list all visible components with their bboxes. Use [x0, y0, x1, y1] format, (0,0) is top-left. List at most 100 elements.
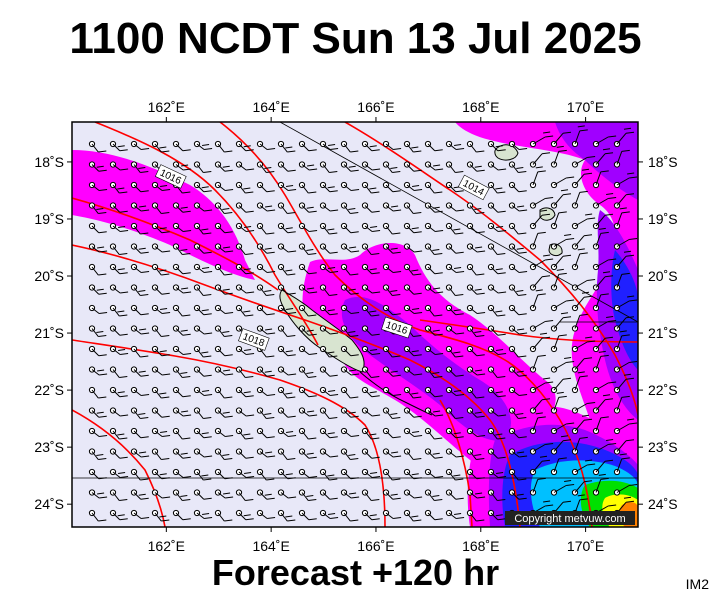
wind-barb [592, 316, 617, 332]
wind-barb [88, 161, 107, 172]
wind-barb [571, 371, 588, 394]
wind-barb [277, 407, 296, 418]
copyright-box [505, 511, 635, 525]
wind-barb [466, 222, 485, 234]
lat-label-right: 24˚S [648, 496, 678, 512]
wind-barb [424, 222, 444, 232]
wind-barb [340, 284, 359, 295]
wind-barb [487, 181, 506, 194]
wind-barb [340, 222, 359, 234]
wind-barb [466, 202, 485, 215]
wind-barb [109, 325, 128, 336]
wind-barb [403, 509, 422, 522]
wind-barb [277, 222, 296, 234]
wind-barb [235, 386, 254, 398]
wind-barb [319, 407, 338, 420]
wind-barb [592, 473, 609, 496]
wind-barb [214, 304, 234, 314]
wind-barb [340, 489, 360, 499]
wind-barb [109, 386, 128, 398]
wind-barb [88, 509, 107, 522]
wind-barb [319, 243, 338, 254]
wind-barb [151, 181, 171, 191]
wind-barb [130, 263, 150, 273]
wind-barb [172, 284, 192, 294]
wind-barb [214, 366, 234, 376]
wind-barb [88, 345, 107, 357]
wind-barb [361, 489, 380, 502]
wind-barb [235, 202, 254, 213]
wind-barb [298, 243, 317, 256]
wind-barb [361, 222, 381, 232]
lat-label-left: 23˚S [34, 439, 64, 455]
wind-barb [361, 202, 380, 213]
wind-barb [550, 435, 572, 455]
wind-barb [109, 243, 128, 256]
wind-barb [403, 161, 422, 172]
wind-barb [256, 386, 276, 396]
wind-barb [529, 131, 554, 148]
wind-barb [214, 448, 233, 461]
wind-barb [424, 140, 443, 152]
wind-barb [424, 325, 443, 336]
wind-barb [88, 284, 107, 295]
wind-barb [235, 140, 254, 152]
wind-barb [235, 509, 254, 521]
wind-barb [487, 386, 506, 398]
wind-barb [214, 468, 233, 480]
wind-barb [382, 489, 401, 500]
wind-barb [487, 284, 507, 294]
wind-barb [109, 427, 128, 440]
wind-barb [172, 304, 191, 317]
wind-barb [424, 386, 443, 398]
wind-barb [88, 325, 107, 338]
wind-barb [88, 140, 107, 153]
wind-barb [445, 509, 465, 519]
wind-barb [172, 489, 191, 502]
wind-barb [466, 509, 485, 522]
reef-line [359, 371, 433, 416]
wind-barb [571, 190, 588, 209]
wind-barb [361, 509, 380, 521]
wind-barb [235, 263, 254, 275]
wind-barb [340, 140, 359, 153]
wind-barb [88, 407, 107, 418]
wind-barb [151, 386, 170, 399]
wind-barb [340, 366, 360, 376]
wind-barb [466, 427, 486, 437]
wind-barb [424, 468, 444, 478]
wind-barb [256, 325, 276, 335]
wind-barb [340, 161, 359, 172]
wind-barb [319, 161, 338, 174]
wind-barb [319, 468, 338, 481]
wind-barb [424, 263, 443, 275]
wind-barb [424, 427, 443, 440]
lat-label-right: 18˚S [648, 154, 678, 170]
wind-barb [424, 407, 444, 417]
lon-label-bottom: 168˚E [462, 538, 499, 554]
wind-barb [214, 202, 233, 215]
wind-barb [130, 140, 150, 150]
wind-barb [508, 468, 527, 481]
wind-barb [319, 366, 338, 377]
wind-barb [592, 439, 617, 455]
wind-barb [508, 161, 527, 174]
wind-barb [214, 263, 233, 276]
wind-barb [172, 468, 192, 478]
wind-barb [277, 304, 297, 314]
wind-barb [193, 222, 212, 235]
wind-barb [151, 509, 170, 522]
wind-barb [466, 407, 485, 418]
wind-barb [277, 325, 296, 338]
wind-barb [424, 161, 444, 171]
wind-barb [340, 243, 360, 253]
wind-barb [529, 455, 551, 476]
lat-label-right: 19˚S [648, 211, 678, 227]
wind-barb [298, 202, 317, 213]
wind-barb [613, 330, 630, 353]
wind-barb [613, 238, 638, 250]
wind-barb [340, 386, 359, 399]
wind-barb [592, 193, 617, 209]
rain-band-northwest [72, 150, 255, 280]
wind-barb [340, 304, 360, 314]
